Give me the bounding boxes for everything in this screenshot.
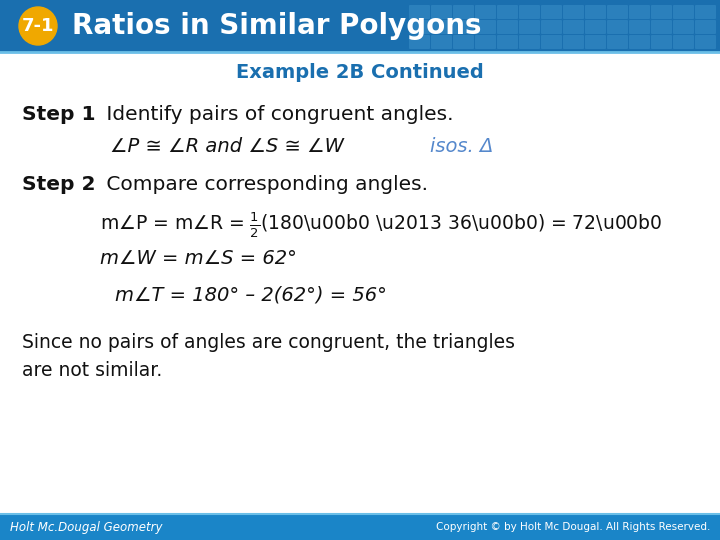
FancyBboxPatch shape: [607, 20, 628, 34]
FancyBboxPatch shape: [651, 5, 672, 19]
FancyBboxPatch shape: [453, 20, 474, 34]
FancyBboxPatch shape: [409, 5, 430, 19]
Text: Step 2: Step 2: [22, 176, 96, 194]
FancyBboxPatch shape: [673, 5, 694, 19]
FancyBboxPatch shape: [453, 35, 474, 49]
Text: Copyright © by Holt Mc Dougal. All Rights Reserved.: Copyright © by Holt Mc Dougal. All Right…: [436, 522, 710, 532]
FancyBboxPatch shape: [475, 5, 496, 19]
FancyBboxPatch shape: [0, 514, 720, 540]
FancyBboxPatch shape: [409, 35, 430, 49]
FancyBboxPatch shape: [475, 35, 496, 49]
FancyBboxPatch shape: [629, 35, 650, 49]
Text: m∠T = 180° – 2(62°) = 56°: m∠T = 180° – 2(62°) = 56°: [115, 286, 387, 305]
FancyBboxPatch shape: [519, 20, 540, 34]
FancyBboxPatch shape: [629, 20, 650, 34]
FancyBboxPatch shape: [0, 0, 720, 52]
FancyBboxPatch shape: [541, 20, 562, 34]
FancyBboxPatch shape: [453, 5, 474, 19]
FancyBboxPatch shape: [497, 20, 518, 34]
FancyBboxPatch shape: [497, 5, 518, 19]
Text: Ratios in Similar Polygons: Ratios in Similar Polygons: [72, 12, 482, 40]
FancyBboxPatch shape: [497, 35, 518, 49]
Text: ∠P ≅ ∠R and ∠S ≅ ∠W: ∠P ≅ ∠R and ∠S ≅ ∠W: [110, 138, 344, 157]
FancyBboxPatch shape: [695, 5, 716, 19]
FancyBboxPatch shape: [695, 35, 716, 49]
Text: Compare corresponding angles.: Compare corresponding angles.: [99, 176, 428, 194]
FancyBboxPatch shape: [475, 20, 496, 34]
FancyBboxPatch shape: [651, 35, 672, 49]
FancyBboxPatch shape: [563, 20, 584, 34]
FancyBboxPatch shape: [673, 35, 694, 49]
Text: Step 1: Step 1: [22, 105, 96, 125]
Text: are not similar.: are not similar.: [22, 361, 162, 380]
Text: Holt Mc.Dougal Geometry: Holt Mc.Dougal Geometry: [10, 521, 163, 534]
FancyBboxPatch shape: [585, 5, 606, 19]
FancyBboxPatch shape: [519, 5, 540, 19]
FancyBboxPatch shape: [607, 35, 628, 49]
FancyBboxPatch shape: [607, 5, 628, 19]
FancyBboxPatch shape: [541, 35, 562, 49]
FancyBboxPatch shape: [431, 20, 452, 34]
FancyBboxPatch shape: [695, 20, 716, 34]
Circle shape: [19, 7, 57, 45]
FancyBboxPatch shape: [431, 35, 452, 49]
Text: m$\angle$P = m$\angle$R = $\frac{1}{2}$(180\u00b0 \u2013 36\u00b0) = 72\u00b0: m$\angle$P = m$\angle$R = $\frac{1}{2}$(…: [100, 210, 662, 240]
FancyBboxPatch shape: [563, 35, 584, 49]
Text: Example 2B Continued: Example 2B Continued: [236, 63, 484, 82]
FancyBboxPatch shape: [431, 5, 452, 19]
FancyBboxPatch shape: [585, 20, 606, 34]
FancyBboxPatch shape: [563, 5, 584, 19]
FancyBboxPatch shape: [585, 35, 606, 49]
FancyBboxPatch shape: [629, 5, 650, 19]
Text: isos. Δ: isos. Δ: [430, 138, 493, 157]
FancyBboxPatch shape: [519, 35, 540, 49]
FancyBboxPatch shape: [673, 20, 694, 34]
Text: Since no pairs of angles are congruent, the triangles: Since no pairs of angles are congruent, …: [22, 334, 515, 353]
FancyBboxPatch shape: [409, 20, 430, 34]
Text: 7-1: 7-1: [22, 17, 54, 35]
FancyBboxPatch shape: [651, 20, 672, 34]
FancyBboxPatch shape: [541, 5, 562, 19]
Text: Identify pairs of congruent angles.: Identify pairs of congruent angles.: [99, 105, 453, 125]
Text: m∠W = m∠S = 62°: m∠W = m∠S = 62°: [100, 249, 297, 268]
